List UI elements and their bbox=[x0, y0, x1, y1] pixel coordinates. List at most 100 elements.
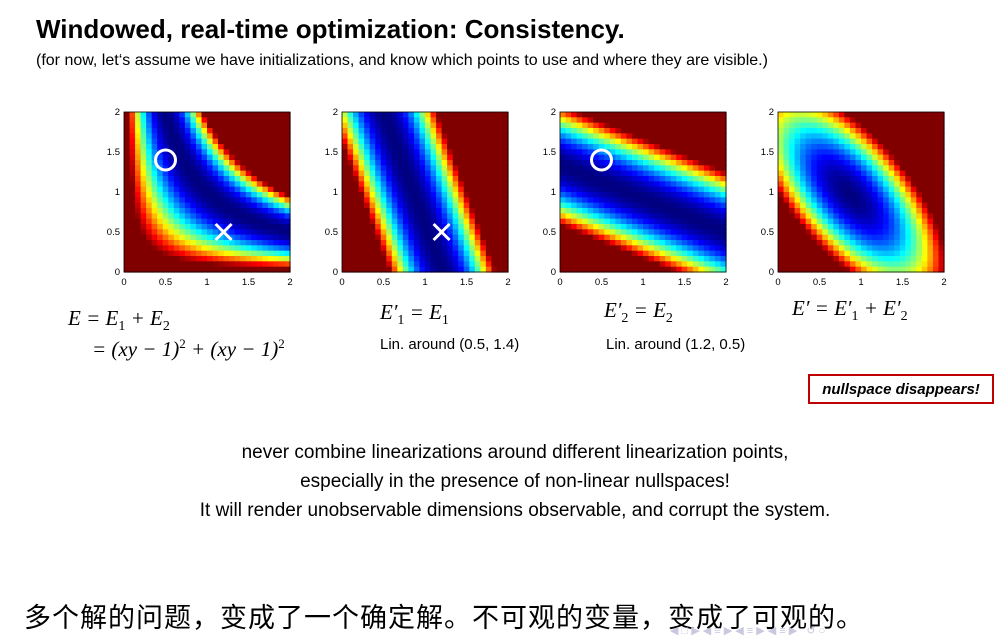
heatmap-cell bbox=[413, 261, 421, 268]
slide-navigation-bar[interactable]: ◀ □ ▶ ◀ ≡ ▶ ◀ ≡ ▶ ◀ ≡ ▶ ↺ ○ bbox=[670, 625, 826, 637]
heatmap-cell bbox=[430, 229, 437, 236]
heatmap-cell bbox=[648, 170, 655, 177]
heatmap-cell bbox=[397, 202, 404, 209]
heatmap-cell bbox=[665, 181, 672, 188]
heatmap-cell bbox=[353, 197, 360, 204]
heatmap-cell bbox=[598, 176, 605, 182]
heatmap-cell bbox=[140, 165, 147, 172]
heatmap-cell bbox=[353, 128, 360, 134]
heatmap-cell bbox=[615, 218, 622, 225]
heatmap-cell bbox=[626, 234, 633, 241]
heatmap-cell bbox=[703, 144, 710, 150]
heatmap-cell bbox=[151, 170, 158, 177]
heatmap-cell bbox=[229, 128, 236, 134]
heatmap-cell bbox=[229, 245, 236, 252]
heatmap-cell bbox=[452, 112, 459, 118]
heatmap-cell bbox=[496, 245, 504, 252]
heatmap-cell bbox=[648, 250, 655, 257]
heatmap-cell bbox=[480, 160, 487, 166]
heatmap-cell bbox=[480, 144, 487, 150]
heatmap-cell bbox=[565, 202, 572, 209]
heatmap-cell bbox=[676, 245, 683, 252]
heatmap-cell bbox=[212, 234, 219, 241]
x-tick-label: 0.5 bbox=[159, 277, 172, 288]
heatmap-cell bbox=[179, 192, 186, 198]
heatmap-cell bbox=[587, 234, 594, 241]
heatmap-cell bbox=[267, 170, 274, 177]
heatmap-cell bbox=[855, 176, 862, 182]
heatmap-cell bbox=[866, 256, 873, 262]
heatmap-cell bbox=[375, 245, 382, 252]
heatmap-cell bbox=[855, 213, 862, 220]
heatmap-cell bbox=[140, 240, 147, 246]
heatmap-cell bbox=[262, 208, 269, 214]
heatmap-cell bbox=[670, 138, 677, 145]
heatmap-cell bbox=[146, 234, 153, 241]
heatmap-cell bbox=[872, 250, 879, 257]
heatmap-cell bbox=[485, 128, 492, 134]
heatmap-cell bbox=[267, 261, 274, 268]
heatmap-cell bbox=[576, 160, 583, 166]
heatmap-cell bbox=[469, 218, 476, 225]
heatmap-cell bbox=[447, 192, 454, 198]
heatmap-cell bbox=[256, 266, 263, 273]
heatmap-cell bbox=[157, 213, 164, 220]
heatmap-cell bbox=[899, 234, 906, 241]
heatmap-cell bbox=[720, 176, 727, 182]
heatmap-cell bbox=[436, 245, 443, 252]
heatmap-cell bbox=[888, 149, 895, 156]
heatmap-cell bbox=[430, 138, 437, 145]
heatmap-cell bbox=[129, 229, 136, 236]
heatmap-cell bbox=[278, 224, 286, 230]
heatmap-cell bbox=[692, 218, 699, 225]
heatmap-cell bbox=[364, 192, 371, 198]
heatmap-cell bbox=[212, 117, 219, 124]
heatmap-cell bbox=[256, 240, 263, 246]
heatmap-cell bbox=[157, 128, 164, 134]
heatmap-cell bbox=[670, 197, 677, 204]
heatmap-cell bbox=[441, 133, 448, 140]
heatmap-cell bbox=[709, 186, 716, 193]
heatmap-cell bbox=[659, 138, 666, 145]
heatmap-cell bbox=[245, 170, 252, 177]
heatmap-cell bbox=[794, 176, 801, 182]
heatmap-cell bbox=[593, 240, 600, 246]
heatmap-cell bbox=[778, 192, 785, 198]
heatmap-cell bbox=[620, 261, 627, 268]
heatmap-cell bbox=[251, 234, 258, 241]
heatmap-cell bbox=[347, 112, 354, 118]
heatmap-cell bbox=[496, 149, 504, 156]
heatmap-cell bbox=[273, 154, 280, 161]
heatmap-cell bbox=[502, 192, 509, 198]
heatmap-cell bbox=[480, 208, 487, 214]
heatmap-cell bbox=[124, 138, 131, 145]
heatmap-cell bbox=[458, 202, 465, 209]
heatmap-cell bbox=[245, 202, 252, 209]
heatmap-cell bbox=[571, 197, 578, 204]
heatmap-cell bbox=[480, 234, 487, 241]
heatmap-cell bbox=[637, 138, 644, 145]
heatmap-cell bbox=[218, 266, 225, 273]
heatmap-cell bbox=[408, 154, 415, 161]
plot-frame bbox=[559, 111, 727, 273]
heatmap-cell bbox=[626, 192, 633, 198]
heatmap-cell bbox=[888, 197, 895, 204]
heatmap-cell bbox=[452, 149, 459, 156]
heatmap-cell bbox=[358, 122, 365, 129]
heatmap-cell bbox=[474, 144, 481, 150]
heatmap-cell bbox=[485, 245, 492, 252]
heatmap-cell bbox=[899, 186, 906, 193]
heatmap-cell bbox=[474, 181, 481, 188]
heatmap-cell bbox=[425, 192, 432, 198]
heatmap-cell bbox=[353, 192, 360, 198]
heatmap-cell bbox=[491, 165, 498, 172]
heatmap-cell bbox=[872, 213, 879, 220]
heatmap-cell bbox=[681, 117, 688, 124]
heatmap-cell bbox=[240, 213, 247, 220]
y-tick-label: 0 bbox=[115, 267, 120, 278]
heatmap-cell bbox=[386, 133, 393, 140]
heatmap-cell bbox=[932, 149, 940, 156]
heatmap-cell bbox=[430, 117, 437, 124]
heatmap-cell bbox=[240, 240, 247, 246]
heatmap-cell bbox=[430, 154, 437, 161]
